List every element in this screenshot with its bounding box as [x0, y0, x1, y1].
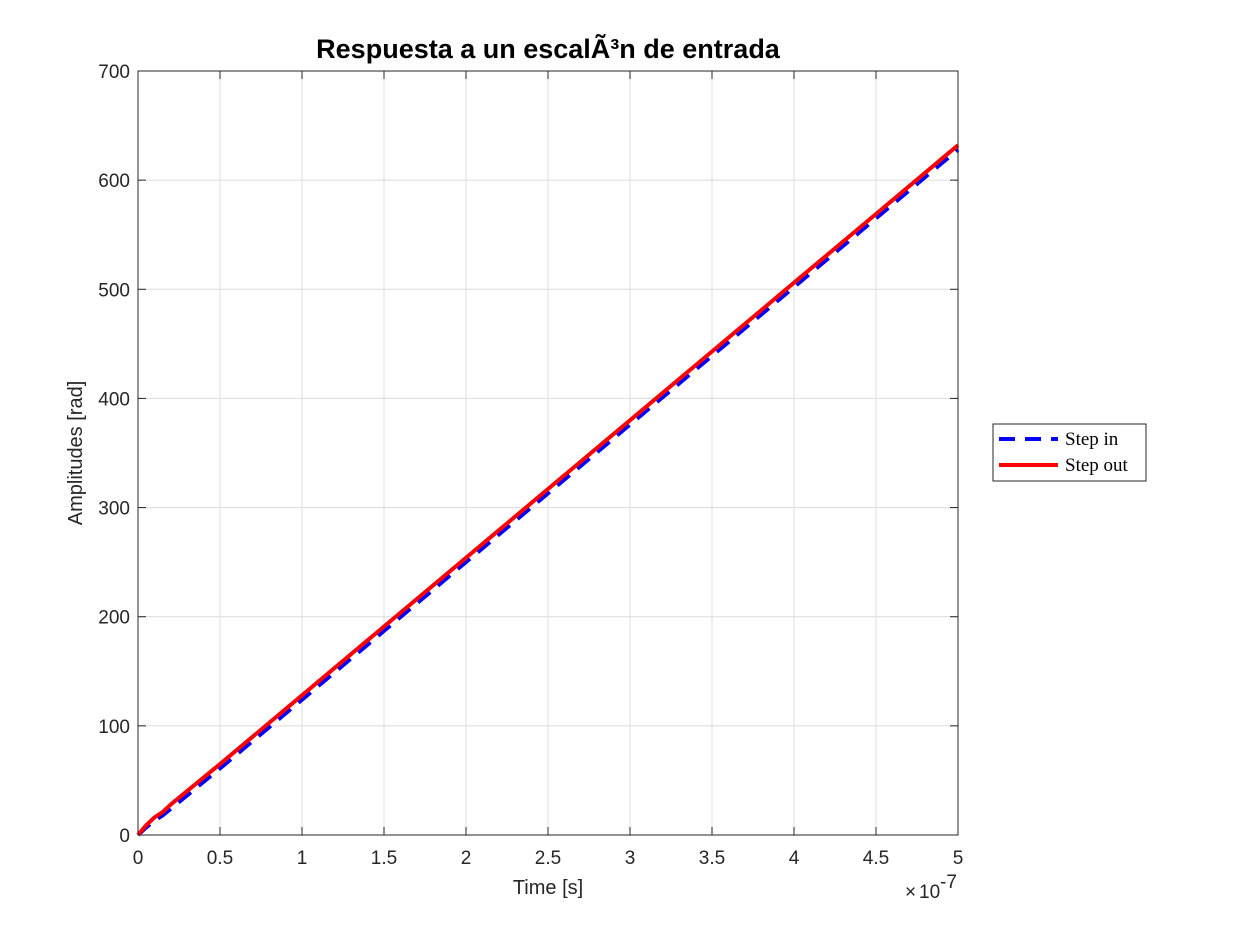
y-axis-label: Amplitudes [rad]	[65, 381, 87, 526]
legend: Step in Step out	[992, 423, 1147, 482]
x-axis-exponent: × 10 -7	[905, 872, 957, 903]
x-tick-label: 4.5	[863, 848, 889, 869]
y-tick-label: 0	[119, 826, 130, 847]
y-tick-label: 500	[98, 280, 130, 301]
legend-label-step-out: Step out	[1065, 455, 1129, 476]
x-tick-label: 0	[133, 848, 144, 869]
x-tick-labels: 0 0.5 1 1.5 2 2.5 3 3.5 4 4.5 5	[133, 848, 964, 869]
ticks	[137, 70, 959, 836]
chart-title: Respuesta a un escalÃ³n de entrada	[316, 33, 781, 64]
x-exponent-power: -7	[940, 872, 957, 893]
y-tick-labels: 0 100 200 300 400 500 600 700	[98, 62, 130, 847]
x-tick-label: 1	[297, 848, 308, 869]
series-layer	[136, 143, 960, 837]
x-tick-label: 5	[953, 848, 964, 869]
y-tick-label: 400	[98, 389, 130, 410]
x-tick-label: 4	[789, 848, 800, 869]
x-tick-label: 3	[625, 848, 636, 869]
y-tick-label: 100	[98, 717, 130, 738]
y-tick-label: 200	[98, 608, 130, 629]
series-line-step-in	[136, 148, 960, 837]
legend-box	[992, 423, 1147, 482]
legend-label-step-in: Step in	[1065, 429, 1119, 450]
x-tick-label: 1.5	[371, 848, 397, 869]
x-tick-label: 2.5	[535, 848, 561, 869]
x-tick-label: 2	[461, 848, 472, 869]
series-line-step-out	[136, 143, 960, 837]
y-tick-label: 300	[98, 499, 130, 520]
x-tick-label: 3.5	[699, 848, 725, 869]
x-axis-label: Time [s]	[513, 877, 583, 899]
x-exponent-times: ×	[905, 882, 916, 903]
x-exponent-base: 10	[919, 882, 940, 903]
y-tick-label: 700	[98, 62, 130, 83]
x-tick-label: 0.5	[207, 848, 233, 869]
y-tick-label: 600	[98, 171, 130, 192]
